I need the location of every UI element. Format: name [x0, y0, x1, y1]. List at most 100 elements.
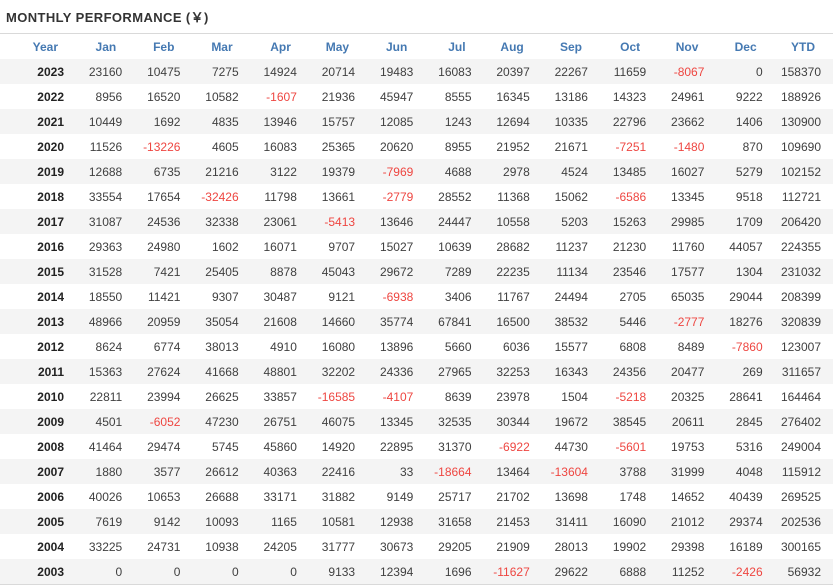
cell-2007-mar: 26612 [205, 464, 239, 479]
cell-2015-aug: 22235 [496, 264, 530, 279]
cell-2003-nov: 11252 [671, 564, 705, 579]
year-cell-2012: 2012 [37, 339, 64, 354]
table-row-2004: 2004 33225 24731 10938 24205 31777 30673 29205 2… [0, 534, 833, 559]
cell-2020-apr: 16083 [263, 139, 297, 154]
cell-2009-feb: -6052 [149, 414, 181, 429]
cell-2023-jan: 23160 [88, 64, 123, 79]
cell-2005-nov: 21012 [671, 514, 705, 529]
column-header-year: Year [32, 39, 58, 54]
table-row-2020: 2020 11526 -13226 4605 16083 25365 20620 8955 21… [0, 134, 833, 159]
cell-2015-jan: 31528 [88, 264, 123, 279]
cell-2008-may: 14920 [321, 439, 356, 454]
year-cell-2013: 2013 [37, 314, 64, 329]
cell-2010-sep: 1504 [561, 389, 588, 404]
cell-2009-may: 46075 [321, 414, 356, 429]
cell-2004-dec: 16189 [729, 539, 763, 554]
cell-2023-dec: 0 [755, 64, 763, 79]
cell-2021-jan: 10449 [88, 114, 123, 129]
cell-2017-feb: 24536 [147, 214, 181, 229]
cell-2010-feb: 23994 [147, 389, 181, 404]
column-header-aug: Aug [500, 39, 524, 54]
year-cell-2017: 2017 [37, 214, 64, 229]
cell-2010-aug: 23978 [496, 389, 530, 404]
cell-2008-oct: -5601 [615, 439, 647, 454]
cell-2008-nov: 19753 [671, 439, 705, 454]
cell-2013-jan: 48966 [88, 314, 123, 329]
cell-2014-sep: 24494 [554, 289, 588, 304]
cell-2004-aug: 21909 [496, 539, 530, 554]
cell-2004-jun: 30673 [379, 539, 414, 554]
table-row-2012: 2012 8624 6774 38013 4910 16080 13896 5660 6036 1… [0, 334, 833, 359]
cell-2022-apr: -1607 [266, 89, 297, 104]
cell-2019-jun: -7969 [382, 164, 414, 179]
cell-2017-jul: 24447 [438, 214, 472, 229]
cell-2014-nov: 65035 [671, 289, 705, 304]
cell-2021-mar: 4835 [211, 114, 239, 129]
cell-2020-jul: 8955 [444, 139, 472, 154]
cell-2007-oct: 3788 [619, 464, 647, 479]
cell-2016-mar: 1602 [211, 239, 239, 254]
cell-2016-jan: 29363 [88, 239, 123, 254]
cell-2016-nov: 11760 [671, 239, 705, 254]
year-cell-2004: 2004 [37, 539, 64, 554]
cell-2005-may: 10581 [321, 514, 356, 529]
cell-2013-nov: -2777 [673, 314, 705, 329]
cell-2006-feb: 10653 [147, 489, 181, 504]
cell-2011-dec: 269 [742, 364, 763, 379]
table-row-2017: 2017 31087 24536 32338 23061 -5413 13646 24447 1… [0, 209, 833, 234]
cell-2020-oct: -7251 [615, 139, 647, 154]
year-cell-2015: 2015 [37, 264, 64, 279]
cell-2003-aug: -11627 [493, 564, 530, 579]
cell-2008-jan: 41464 [88, 439, 123, 454]
cell-2003-may: 9133 [328, 564, 356, 579]
cell-2011-jan: 15363 [88, 364, 123, 379]
column-header-sep: Sep [559, 39, 582, 54]
cell-2022-nov: 24961 [671, 89, 705, 104]
cell-2020-ytd: 109690 [780, 139, 821, 154]
cell-2022-feb: 16520 [147, 89, 181, 104]
cell-2017-jan: 31087 [88, 214, 123, 229]
cell-2014-may: 9121 [328, 289, 356, 304]
cell-2019-apr: 3122 [270, 164, 297, 179]
cell-2003-jul: 1696 [444, 564, 472, 579]
year-cell-2023: 2023 [37, 64, 64, 79]
cell-2012-mar: 38013 [205, 339, 239, 354]
year-cell-2022: 2022 [37, 89, 64, 104]
table-row-2023: 2023 23160 10475 7275 14924 20714 19483 16083 20… [0, 59, 833, 84]
cell-2015-jun: 29672 [379, 264, 414, 279]
cell-2018-dec: 9518 [735, 189, 763, 204]
year-cell-2006: 2006 [37, 489, 64, 504]
cell-2014-jul: 3406 [444, 289, 472, 304]
cell-2004-sep: 28013 [554, 539, 588, 554]
cell-2008-mar: 5745 [211, 439, 239, 454]
year-cell-2008: 2008 [37, 439, 64, 454]
cell-2020-jan: 11526 [89, 139, 123, 154]
cell-2011-apr: 48801 [263, 364, 297, 379]
cell-2015-apr: 8878 [270, 264, 297, 279]
cell-2012-oct: 6808 [619, 339, 647, 354]
cell-2022-may: 21936 [321, 89, 356, 104]
monthly-performance-table: Year Jan Feb Mar Apr May Jun Jul Aug Sep Oct Nov Dec… [0, 34, 833, 585]
header-row: Year Jan Feb Mar Apr May Jun Jul Aug Sep Oct Nov Dec… [0, 34, 833, 59]
cell-2007-may: 22416 [321, 464, 356, 479]
column-header-jun: Jun [385, 39, 408, 54]
cell-2015-ytd: 231032 [780, 264, 821, 279]
cell-2010-ytd: 164464 [780, 389, 821, 404]
cell-2022-sep: 13186 [554, 89, 588, 104]
cell-2012-sep: 15577 [554, 339, 588, 354]
year-cell-2007: 2007 [37, 464, 64, 479]
cell-2014-oct: 2705 [619, 289, 647, 304]
cell-2005-ytd: 202536 [780, 514, 821, 529]
cell-2013-jul: 67841 [438, 314, 472, 329]
cell-2018-jan: 33554 [88, 189, 123, 204]
cell-2006-dec: 40439 [729, 489, 763, 504]
cell-2004-mar: 10938 [205, 539, 239, 554]
cell-2018-oct: -6586 [615, 189, 647, 204]
cell-2022-mar: 10582 [205, 89, 239, 104]
cell-2017-nov: 29985 [671, 214, 705, 229]
cell-2008-apr: 45860 [263, 439, 297, 454]
cell-2019-sep: 4524 [561, 164, 588, 179]
cell-2012-apr: 4910 [270, 339, 297, 354]
cell-2023-feb: 10475 [147, 64, 181, 79]
